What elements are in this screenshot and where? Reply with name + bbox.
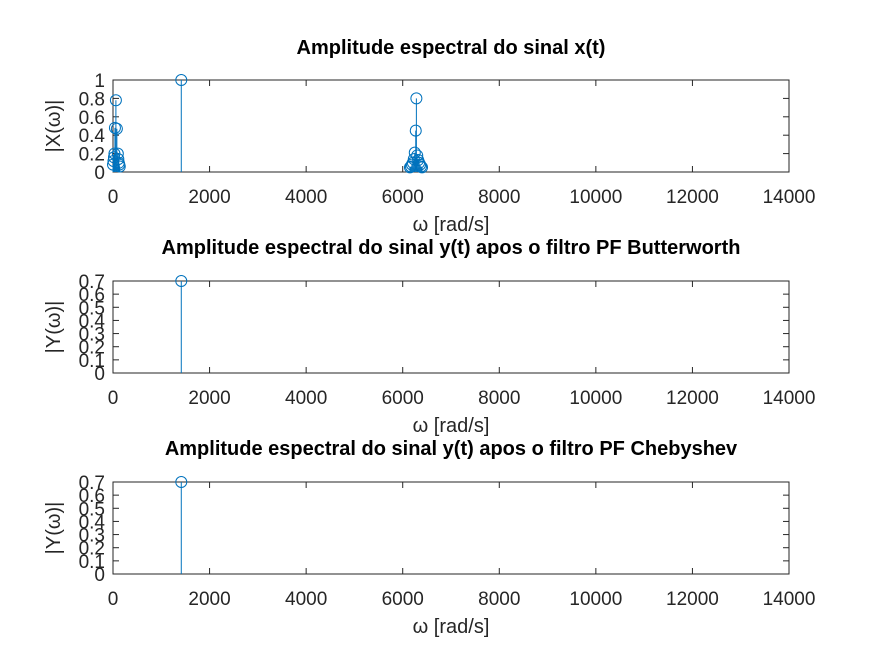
plot-1-ytick-label: 0.8 [79,89,105,110]
plot-3-axes-box [112,481,790,575]
plot-3-xtick-label: 8000 [478,589,520,610]
plot-1-xtick-label: 8000 [478,187,520,208]
plot-1-ytick-label: 0 [94,163,105,184]
plot-3-xtick-label: 2000 [188,589,230,610]
plot-3-ylabel: |Y(ω)| [43,502,65,555]
plot-3-stem-marker [175,476,188,488]
plot-1-xtick-label: 10000 [569,187,622,208]
plot-3-ytick-label: 0.6 [79,486,105,507]
plot-1-xtick-label: 6000 [382,187,424,208]
plot-2-ytick-label: 0.2 [79,338,105,359]
plot-1-xtick-label: 0 [108,187,119,208]
plot-1-stem-marker [411,149,424,162]
plot-2-xtick-label: 10000 [569,388,622,409]
plot-2-title: Amplitude espectral do sinal y(t) apos o… [162,237,741,259]
plot-2-ytick-label: 0.1 [79,351,105,372]
plot-1-xtick-label: 2000 [188,187,230,208]
plot-1-axes-box [112,79,790,173]
plot-1-stem-marker [414,158,427,171]
plot-1-xlabel: ω [rad/s] [413,214,490,236]
plot-1-stem-marker [410,92,423,105]
plot-1-ytick-label: 0.4 [79,126,106,147]
plot-2-xtick-label: 14000 [763,388,816,409]
plot-3-ytick-label: 0.5 [79,499,105,520]
plot-3-xlabel: ω [rad/s] [413,616,490,638]
plot-3-ytick-label: 0.4 [79,512,106,533]
plot-1-stem-marker [108,121,121,134]
plot-1-stem-marker [408,146,421,159]
plot-1-ytick-label: 1 [94,71,105,92]
plot-3-xtick-label: 12000 [666,589,719,610]
plot-1-stem-marker [415,160,428,173]
plot-1-stem-marker [409,124,422,137]
plot-1-stem-marker [109,94,122,107]
plot-2-xtick-label: 0 [108,388,119,409]
plot-3-ytick-label: 0 [94,565,105,586]
plot-1-xtick-label: 12000 [666,187,719,208]
plot-3-ytick-label: 0.7 [79,473,105,494]
plot-1-ytick-label: 0.6 [79,108,105,129]
plot-2-ytick-label: 0 [94,364,105,385]
plot-3: Amplitude espectral do sinal y(t) apos o… [43,438,815,638]
plot-2-ylabel: |Y(ω)| [43,301,65,354]
plot-1-stem-marker [416,161,429,174]
plot-2-xtick-label: 6000 [382,388,424,409]
plot-2-ytick-label: 0.6 [79,285,105,306]
plot-3-ytick-label: 0.3 [79,526,105,547]
plot-2-xlabel: ω [rad/s] [413,415,490,437]
plot-2-axes-box [112,280,790,374]
plot-3-xtick-label: 6000 [382,589,424,610]
plot-1-ylabel: |X(ω)| [43,100,65,153]
plot-2-ytick-label: 0.7 [79,272,105,293]
plot-1-xtick-label: 4000 [285,187,327,208]
plot-2: Amplitude espectral do sinal y(t) apos o… [43,237,815,437]
plot-3-xtick-label: 4000 [285,589,327,610]
plot-3-xtick-label: 10000 [569,589,622,610]
plot-2-ytick-label: 0.5 [79,298,105,319]
plot-3-ytick-label: 0.1 [79,552,105,573]
plot-2-xtick-label: 12000 [666,388,719,409]
plot-1: Amplitude espectral do sinal x(t) 0 2000 40… [43,37,815,236]
plot-1-title: Amplitude espectral do sinal x(t) [297,37,606,59]
plot-3-title: Amplitude espectral do sinal y(t) apos o… [165,438,738,460]
plot-1-stem-marker [113,160,126,173]
plot-3-ytick-label: 0.2 [79,539,105,560]
plot-2-ytick-label: 0.4 [79,311,106,332]
plot-3-xtick-label: 0 [108,589,119,610]
plot-1-xtick-label: 14000 [763,187,816,208]
plot-1-stem-marker [110,122,123,135]
plot-2-xtick-label: 4000 [285,388,327,409]
plot-3-xtick-label: 14000 [763,589,816,610]
plot-1-stem-marker [175,74,188,86]
plot-2-stem-marker [175,275,188,287]
plot-2-xtick-label: 8000 [478,388,520,409]
plot-2-xtick-label: 2000 [188,388,230,409]
plot-1-ytick-label: 0.2 [79,145,105,166]
plot-2-ytick-label: 0.3 [79,325,105,346]
